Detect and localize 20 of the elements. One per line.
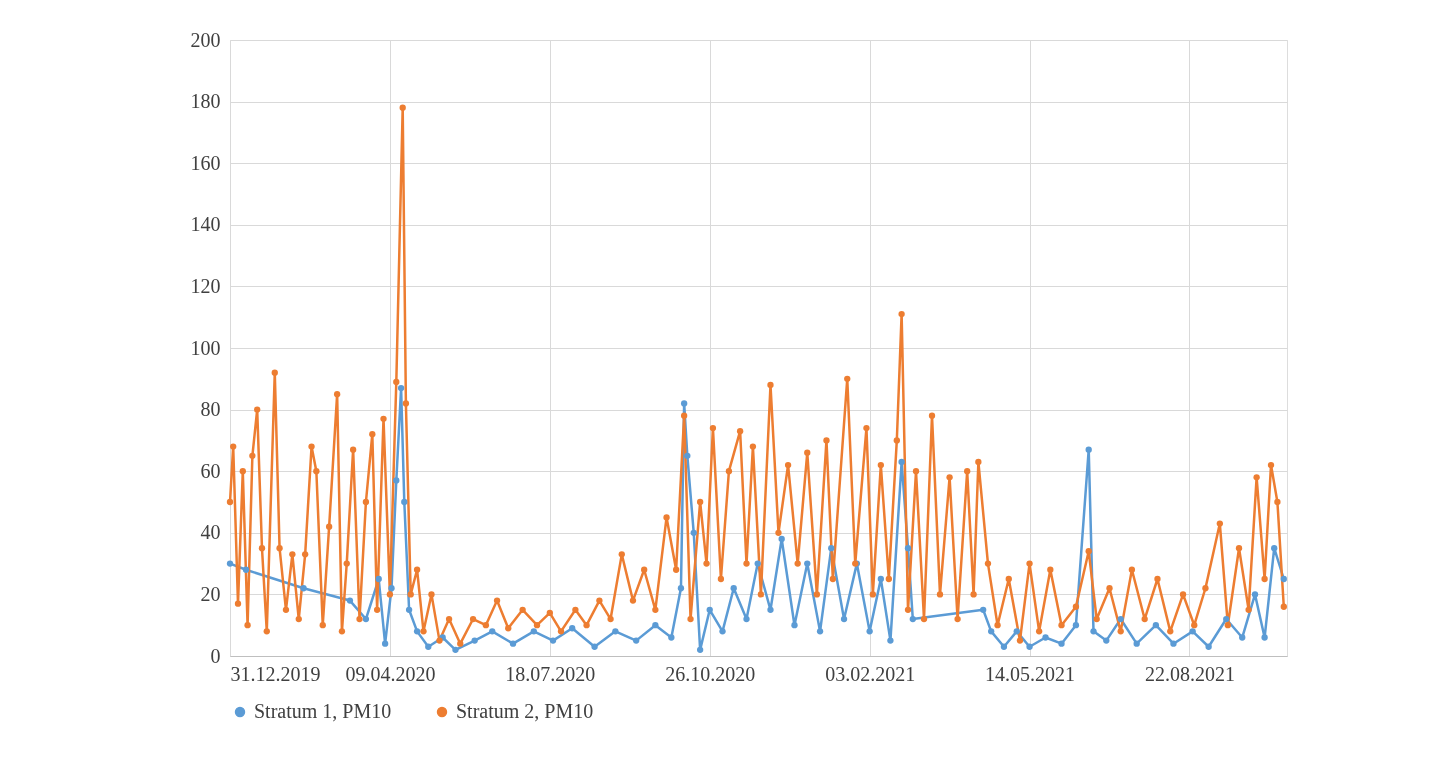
y-tick-label: 140 [190,213,221,236]
y-tick-label: 20 [200,582,221,605]
x-tick-label: 22.08.2021 [1144,662,1235,685]
y-tick-label: 120 [190,274,221,297]
x-tick-label: 14.05.2021 [985,662,1076,685]
x-tick-label: 03.02.2021 [825,662,916,685]
y-tick-label: 100 [190,336,221,359]
legend-label: Stratum 1, PM10 [254,700,392,722]
y-tick-label: 160 [190,151,221,174]
x-tick-label: 26.10.2020 [665,662,756,685]
x-tick-label: 18.07.2020 [505,662,596,685]
y-tick-label: 80 [200,398,221,421]
x-tick-label: 09.04.2020 [345,662,436,685]
x-tick-label: 31.12.2019 [230,662,321,685]
legend-label: Stratum 2, PM10 [456,700,594,722]
y-tick-label: 180 [190,90,221,113]
y-tick-label: 60 [200,459,221,482]
y-tick-label: 0 [210,644,221,667]
y-tick-label: 200 [190,28,221,51]
y-tick-label: 40 [200,521,221,544]
